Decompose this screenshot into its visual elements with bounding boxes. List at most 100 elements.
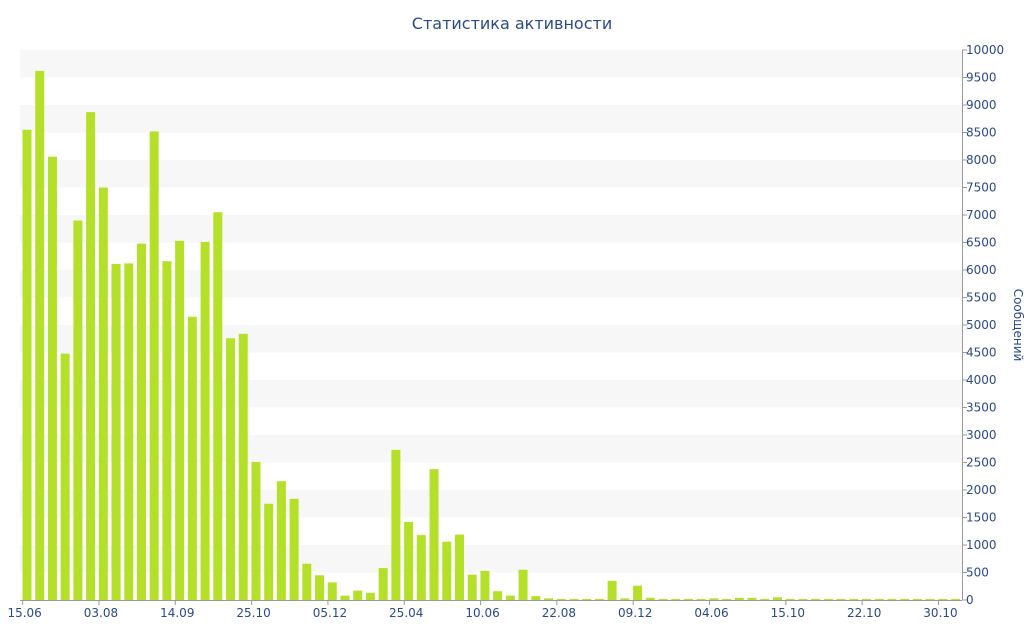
- bar: [416, 535, 426, 600]
- bar: [544, 598, 554, 600]
- bar: [327, 582, 337, 600]
- bar: [175, 240, 185, 600]
- x-tick-label: 05.12: [313, 606, 347, 620]
- y-axis-title: Сообщений: [1011, 289, 1024, 362]
- bar: [887, 598, 897, 600]
- bar: [594, 598, 604, 600]
- bar: [531, 596, 541, 600]
- bar: [213, 212, 223, 600]
- bar: [149, 131, 159, 600]
- bar: [226, 338, 236, 600]
- bar: [124, 263, 134, 600]
- bar: [798, 598, 808, 600]
- grid-band: [20, 490, 962, 518]
- x-tick-label: 30.10: [923, 606, 957, 620]
- bar: [200, 241, 210, 600]
- bar: [86, 112, 96, 601]
- bar: [862, 598, 872, 600]
- bar: [620, 598, 630, 600]
- bar: [315, 575, 325, 600]
- bar: [187, 316, 197, 600]
- x-tick-label: 15.06: [7, 606, 41, 620]
- y-tick-label: 9000: [966, 98, 997, 112]
- y-tick-label: 2500: [966, 456, 997, 470]
- y-tick-label: 2000: [966, 483, 997, 497]
- y-tick-label: 4500: [966, 346, 997, 360]
- bar: [391, 449, 401, 600]
- y-tick-label: 8000: [966, 153, 997, 167]
- x-tick-label: 03.08: [84, 606, 118, 620]
- bar: [480, 570, 490, 600]
- grid-band: [20, 50, 962, 78]
- bar: [251, 461, 261, 600]
- bar: [264, 503, 274, 600]
- bar: [823, 598, 833, 600]
- x-tick-label: 09.12: [618, 606, 652, 620]
- bar: [900, 598, 910, 600]
- grid-band: [20, 545, 962, 573]
- bar: [785, 598, 795, 600]
- bar: [633, 585, 643, 600]
- bar: [238, 333, 248, 600]
- y-tick-label: 8500: [966, 126, 997, 140]
- bar: [811, 598, 821, 600]
- bar: [671, 598, 681, 600]
- bar: [467, 574, 477, 600]
- bar: [645, 597, 655, 600]
- bar: [98, 187, 108, 600]
- bar: [378, 568, 388, 600]
- bar: [569, 598, 579, 600]
- bar: [22, 129, 32, 600]
- x-tick-label: 25.10: [236, 606, 270, 620]
- bar: [760, 598, 770, 600]
- x-tick-label: 10.06: [465, 606, 499, 620]
- bar: [365, 592, 375, 600]
- bar: [696, 598, 706, 600]
- bar: [925, 598, 935, 600]
- bar: [505, 595, 515, 600]
- bar: [493, 591, 503, 600]
- x-tick-label: 15.10: [771, 606, 805, 620]
- y-tick-label: 3500: [966, 401, 997, 415]
- y-tick-label: 0: [966, 593, 974, 607]
- y-tick-label: 10000: [966, 43, 1004, 57]
- bar: [912, 598, 922, 600]
- y-tick-label: 1500: [966, 511, 997, 525]
- bar: [47, 156, 57, 600]
- bar: [556, 598, 566, 600]
- bar-series: [22, 70, 961, 601]
- grid-band: [20, 270, 962, 298]
- bar: [849, 598, 859, 600]
- bar: [136, 243, 146, 600]
- bar: [951, 598, 961, 600]
- bar: [454, 534, 464, 600]
- bar: [874, 598, 884, 600]
- x-tick-label: 25.04: [389, 606, 423, 620]
- y-tick-label: 500: [966, 566, 989, 580]
- bar: [938, 598, 948, 600]
- bar: [302, 563, 312, 600]
- bar: [353, 590, 363, 600]
- y-tick-label: 7500: [966, 181, 997, 195]
- grid-bands: [20, 50, 962, 573]
- bar: [658, 598, 668, 600]
- y-tick-label: 6000: [966, 263, 997, 277]
- grid-band: [20, 325, 962, 353]
- bar: [734, 597, 744, 600]
- bar: [836, 598, 846, 600]
- bar: [709, 598, 719, 600]
- y-tick-label: 9500: [966, 71, 997, 85]
- chart-title: Статистика активности: [411, 14, 613, 33]
- x-tick-label: 22.08: [542, 606, 576, 620]
- bar: [772, 597, 782, 600]
- bar: [582, 598, 592, 600]
- bar: [429, 469, 439, 600]
- x-tick-label: 14.09: [160, 606, 194, 620]
- bar: [722, 598, 732, 600]
- bar: [747, 597, 757, 600]
- bar: [111, 263, 121, 600]
- bar: [289, 498, 299, 600]
- grid-band: [20, 160, 962, 188]
